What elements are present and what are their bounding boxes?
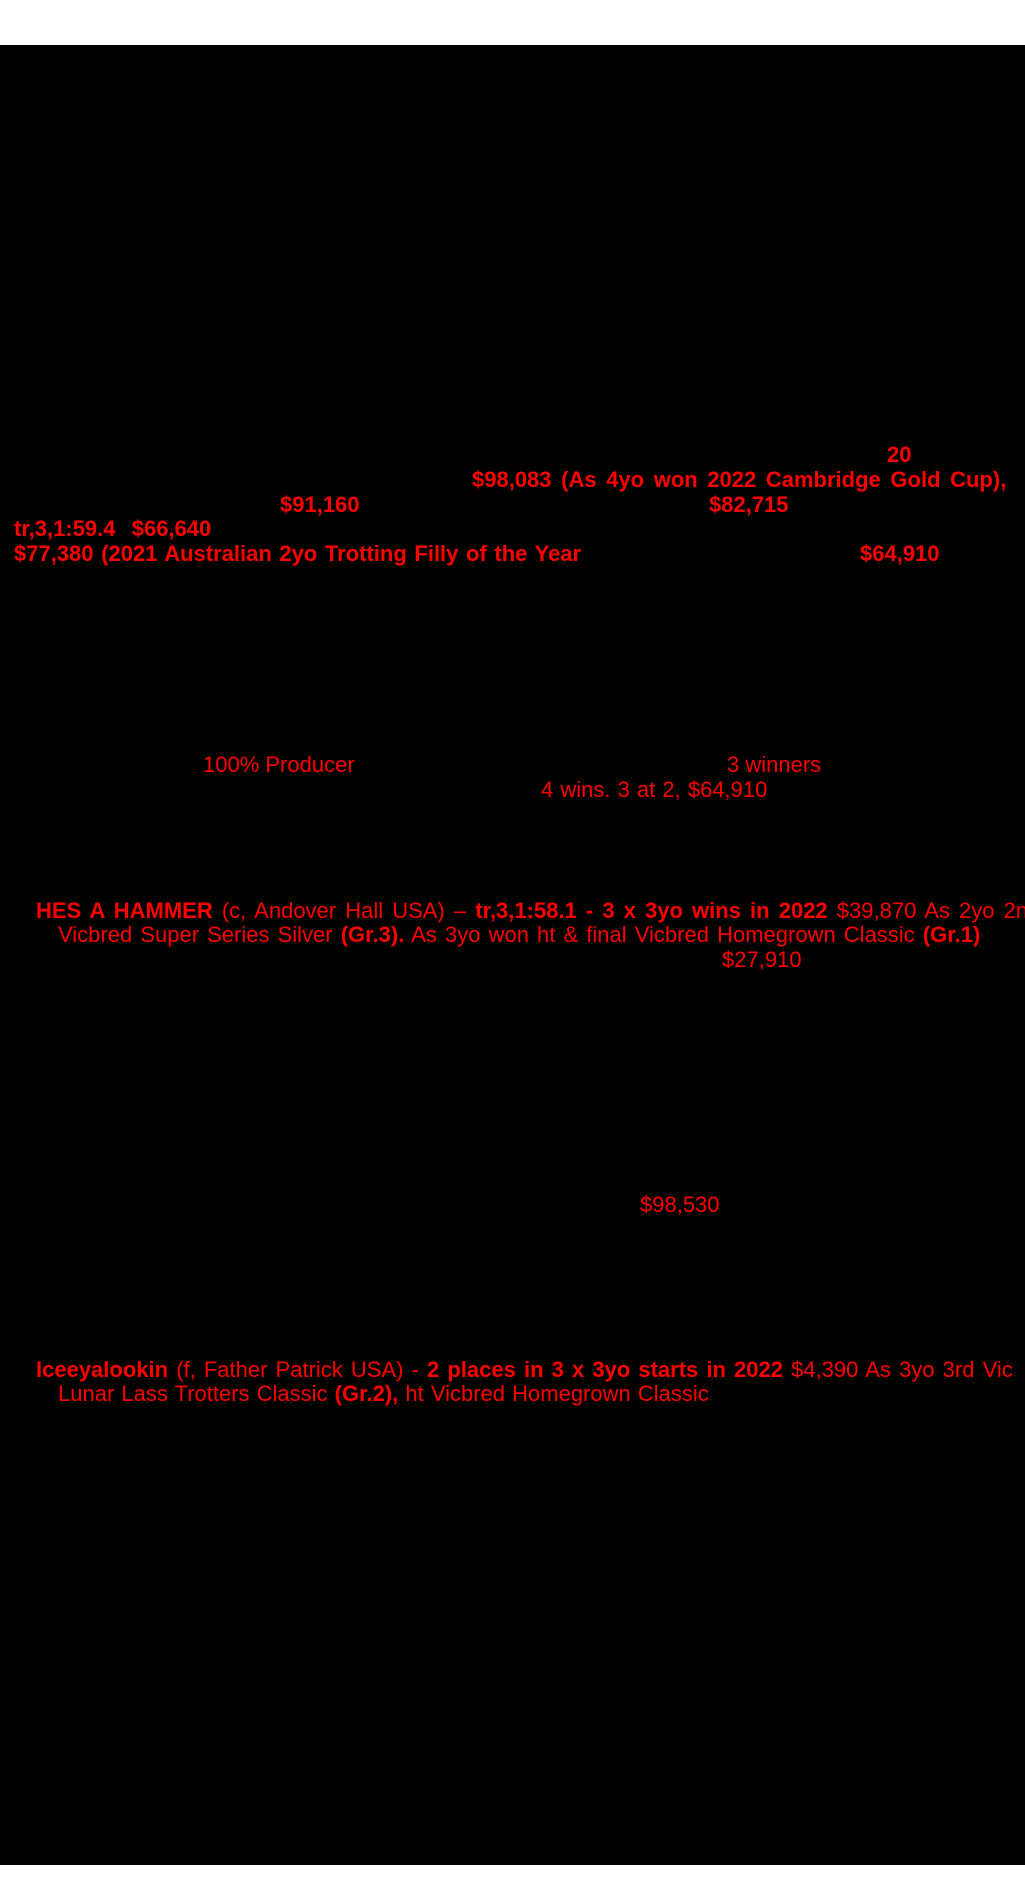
group-grade: (Gr.2), bbox=[334, 1381, 399, 1406]
highlight-filly-of-the-year: $77,380 (2021 Australian 2yo Trotting Fi… bbox=[14, 543, 581, 565]
highlight-fragment-20: 20 bbox=[887, 444, 911, 466]
fragment-text: $98,083 (As 4yo won 2022 Cambridge Gold … bbox=[472, 467, 1007, 492]
highlight-earnings-91160: $91,160 bbox=[280, 494, 360, 516]
race-note: ht Vicbred Homegrown Classic bbox=[398, 1381, 709, 1406]
highlight-earnings-98530: $98,530 bbox=[640, 1194, 720, 1216]
highlight-cambridge-gold-cup: $98,083 (As 4yo won 2022 Cambridge Gold … bbox=[472, 469, 1006, 491]
progeny-iceeyalookin-line2: Lunar Lass Trotters Classic (Gr.2), ht V… bbox=[58, 1383, 709, 1405]
race-note: Lunar Lass Trotters Classic bbox=[58, 1381, 335, 1406]
highlight-wins-summary: 4 wins. 3 at 2, $64,910 bbox=[541, 779, 767, 801]
progeny-hes-a-hammer-line1: HES A HAMMER (c, Andover Hall USA) – tr,… bbox=[36, 900, 1025, 922]
earnings-amount: $27,910 bbox=[722, 947, 802, 972]
fragment-text: 3 winners bbox=[727, 752, 822, 777]
highlight-earnings-27910: $27,910 bbox=[722, 949, 802, 971]
earnings-amount: $91,160 bbox=[280, 492, 360, 517]
breeding-details: (c, Andover Hall USA) – bbox=[212, 898, 476, 923]
progeny-iceeyalookin-line1: Iceeyalookin (f, Father Patrick USA) - 2… bbox=[36, 1359, 1013, 1381]
highlight-producer-note: 100% Producer bbox=[203, 754, 355, 776]
highlight-earnings-64910: $64,910 bbox=[860, 543, 940, 565]
group-grade: (Gr.3). bbox=[340, 922, 405, 947]
group-grade: (Gr.1) bbox=[922, 922, 981, 947]
fragment-text: 100% Producer bbox=[203, 752, 355, 777]
race-record: tr,3,1:58.1 - 3 x 3yo wins in 2022 bbox=[475, 898, 828, 923]
highlight-winners-note: 3 winners bbox=[727, 754, 821, 776]
earnings-amount: $82,715 bbox=[709, 492, 789, 517]
race-record: tr,3,1:59.4 $66,640 bbox=[14, 516, 212, 541]
highlight-earnings-82715: $82,715 bbox=[709, 494, 789, 516]
breeding-details: (f, Father Patrick USA) - bbox=[168, 1357, 428, 1382]
fragment-text: 4 wins. 3 at 2, $64,910 bbox=[541, 777, 768, 802]
race-note: As 3yo won ht & final Vicbred Homegrown … bbox=[404, 922, 923, 947]
fragment-text: $77,380 (2021 Australian 2yo Trotting Fi… bbox=[14, 541, 582, 566]
earnings-note: $4,390 As 3yo 3rd Vic bbox=[782, 1357, 1013, 1382]
race-note: Vicbred Super Series Silver bbox=[58, 922, 341, 947]
earnings-amount: $64,910 bbox=[860, 541, 940, 566]
highlight-race-record-66640: tr,3,1:59.4 $66,640 bbox=[14, 518, 211, 540]
earnings-note: $39,870 As 2yo 2nd bbox=[827, 898, 1025, 923]
pedigree-page-dark-surface bbox=[0, 45, 1025, 1865]
progeny-hes-a-hammer-line2: Vicbred Super Series Silver (Gr.3). As 3… bbox=[58, 924, 980, 946]
race-record: 2 places in 3 x 3yo starts in 2022 bbox=[427, 1357, 783, 1382]
horse-name: Iceeyalookin bbox=[36, 1357, 169, 1382]
earnings-amount: $98,530 bbox=[640, 1192, 720, 1217]
horse-name: HES A HAMMER bbox=[36, 898, 213, 923]
fragment-text: 20 bbox=[887, 442, 912, 467]
